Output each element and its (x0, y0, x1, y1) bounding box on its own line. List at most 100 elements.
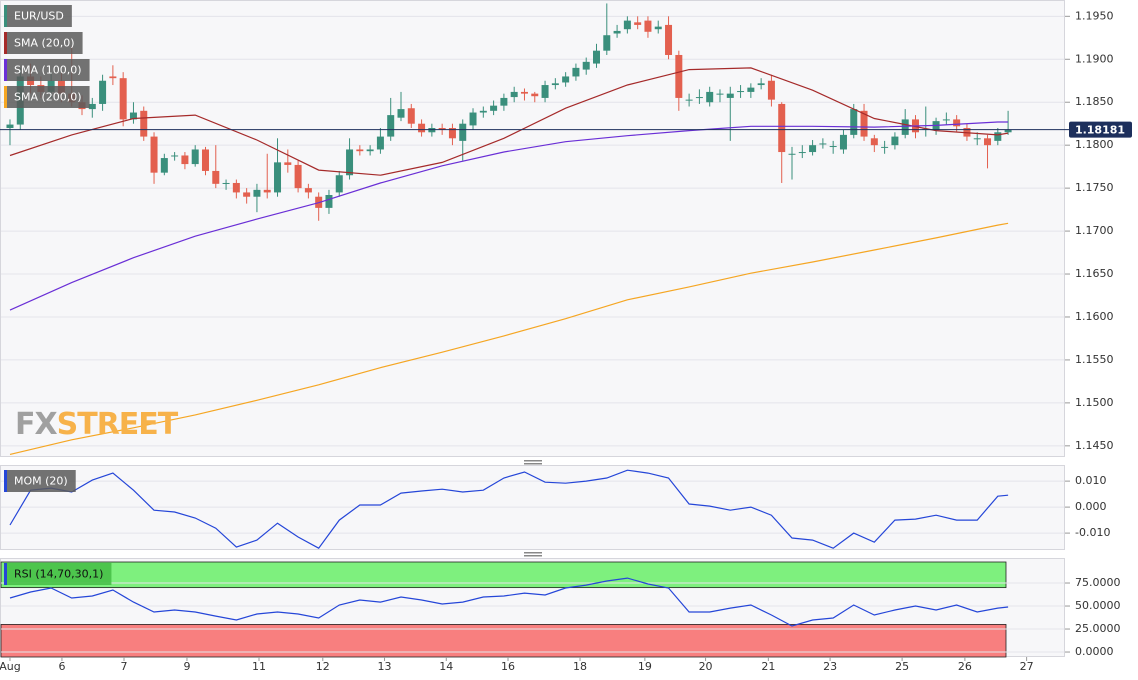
x-tick-label: 23 (823, 660, 837, 673)
candle-body (984, 138, 992, 146)
legend-swatch (4, 563, 7, 585)
candle-body (973, 138, 981, 140)
candle-body (901, 119, 909, 135)
x-tick-label: 18 (573, 660, 587, 673)
candle-body (706, 91, 714, 103)
candle-body (716, 93, 724, 95)
last-price-label: 1.18181 (1075, 124, 1125, 137)
candle-body (129, 112, 137, 120)
y-tick-label: 1.1500 (1075, 396, 1114, 409)
panel-resize-handle[interactable] (524, 460, 542, 462)
watermark-street: STREET (57, 407, 179, 442)
candle-body (428, 127, 436, 133)
legend-box (4, 32, 83, 54)
x-tick-label: 6 (58, 660, 65, 673)
x-tick-label: 25 (895, 660, 909, 673)
candle-body (150, 136, 158, 173)
candle-body (839, 134, 847, 150)
y-tick-label: 1.1900 (1075, 52, 1114, 65)
x-tick-label: 19 (638, 660, 652, 673)
candle-body (160, 158, 168, 173)
y-tick-label: 1.1600 (1075, 310, 1114, 323)
candle-body (232, 182, 240, 193)
panel: 1.1950 1.1900 1.1850 1.1800 1.1750 1.1700 1.16… (0, 0, 1132, 457)
candle-body (99, 80, 107, 104)
candle-body (757, 83, 765, 86)
candle-body (654, 26, 662, 30)
x-tick-label: 9 (183, 660, 190, 673)
candle-body (284, 162, 292, 165)
candle-body (459, 123, 467, 141)
x-tick-label: 12 (316, 660, 330, 673)
x-tick-label: 14 (439, 660, 453, 673)
legend-swatch (4, 5, 7, 27)
candle-body (109, 76, 117, 79)
legend-label: SMA (20,0) (14, 37, 75, 50)
series-line (9, 222, 1009, 455)
legend-swatch (4, 86, 7, 108)
candle-body (798, 152, 806, 154)
candle-body (335, 175, 343, 193)
candle-body (469, 112, 477, 126)
candle-body (201, 149, 209, 171)
candle-body (294, 164, 302, 189)
candle-body (253, 189, 261, 197)
panel-resize-handle[interactable] (524, 552, 542, 554)
candle-body (510, 91, 518, 98)
candle-body (994, 132, 1002, 141)
legend-swatch (4, 59, 7, 81)
candle-body (809, 145, 817, 153)
x-tick-label: 16 (501, 660, 515, 673)
legend-box (4, 563, 112, 585)
candle-body (397, 109, 405, 118)
candle-body (212, 170, 220, 184)
y-tick-label: 50.0000 (1075, 599, 1121, 612)
panel-resize-handle[interactable] (524, 555, 542, 557)
candle-body (860, 110, 868, 137)
candle-body (572, 67, 580, 77)
candle-body (603, 35, 611, 51)
candle-body (407, 108, 415, 124)
level-band (0, 561, 1007, 589)
candle-body (88, 103, 96, 110)
y-tick-label: 0.010 (1075, 474, 1107, 487)
candle-body (737, 91, 745, 93)
y-tick-label: 75.0000 (1075, 576, 1121, 589)
y-tick-label: 0.0000 (1075, 645, 1114, 658)
candle-body (479, 110, 487, 113)
candle-body (665, 24, 673, 55)
candle-body (881, 146, 889, 148)
series-line (9, 121, 1009, 311)
candle-body (850, 109, 858, 135)
y-tick-label: 1.1800 (1075, 138, 1114, 151)
candle-body (695, 97, 703, 99)
candle-body (438, 127, 446, 130)
candle-body (304, 188, 312, 193)
candle-body (942, 119, 950, 121)
x-tick-label: Aug (0, 660, 21, 673)
y-tick-label: -0.010 (1075, 526, 1110, 539)
legend-box (4, 86, 90, 108)
candle-body (953, 119, 961, 127)
candle-body (644, 20, 652, 32)
candle-body (325, 194, 333, 208)
legend-label: EUR/USD (14, 10, 64, 23)
series-line (9, 469, 1009, 549)
y-tick-label: 25.0000 (1075, 622, 1121, 635)
y-tick-label: 1.1850 (1075, 95, 1114, 108)
candle-body (181, 155, 189, 165)
series-line (9, 577, 1009, 627)
candle-body (870, 138, 878, 146)
legend-label: SMA (100,0) (14, 64, 82, 77)
candle-body (243, 192, 251, 197)
legend-box (4, 59, 90, 81)
candle-body (788, 153, 796, 155)
panel-resize-handle[interactable] (524, 463, 542, 465)
watermark: FXSTREET (15, 407, 179, 442)
x-tick-label: 21 (761, 660, 775, 673)
legend-label: MOM (20) (14, 475, 68, 488)
candle-body (376, 136, 384, 150)
candle-body (366, 149, 374, 152)
candle-body (551, 83, 559, 86)
